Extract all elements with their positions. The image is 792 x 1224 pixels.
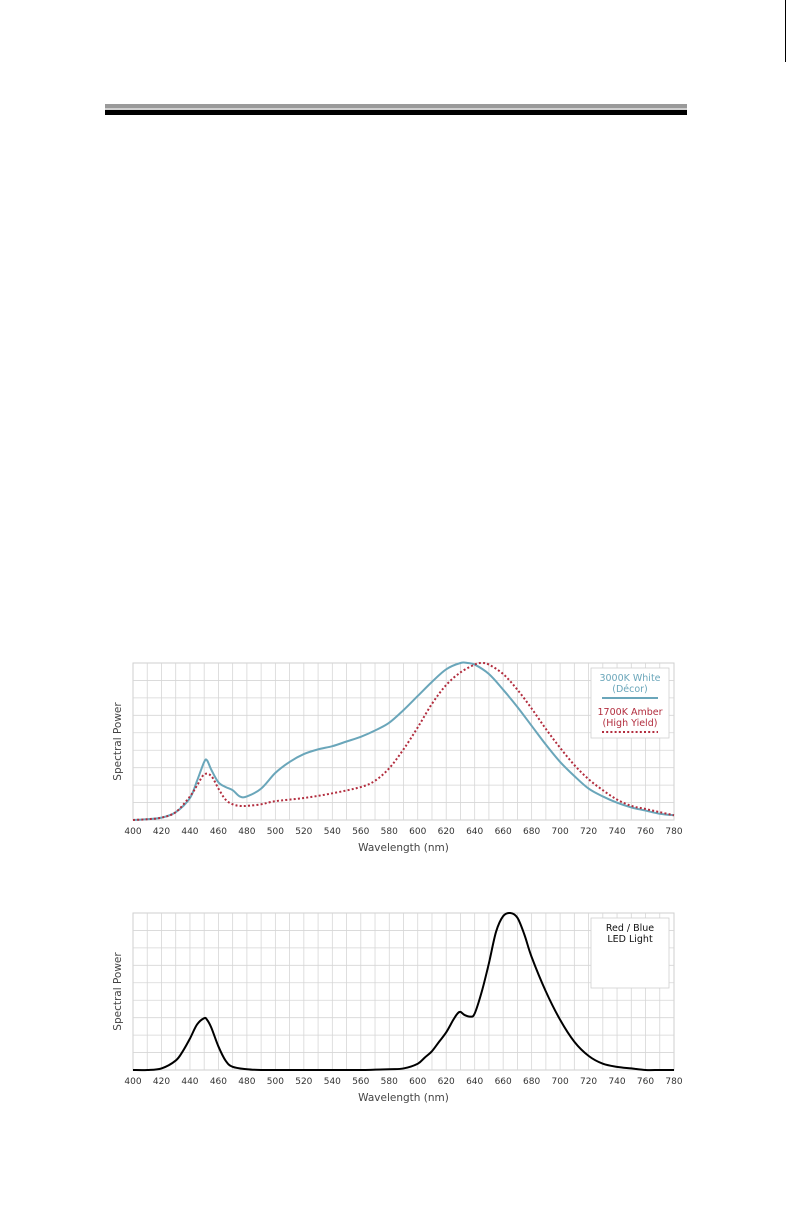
chart1-x-tick-label: 720 [580, 827, 597, 837]
chart1-x-tick-label: 400 [124, 827, 141, 837]
chart1-x-tick-label: 740 [608, 827, 625, 837]
chart2-legend-label: LED Light [607, 934, 653, 945]
chart2-x-tick-label: 400 [124, 1077, 141, 1087]
chart1-x-tick-label: 420 [153, 827, 170, 837]
chart1-x-tick-label: 680 [523, 827, 540, 837]
chart1-x-tick-label: 560 [352, 827, 369, 837]
chart2-x-tick-label: 500 [267, 1077, 284, 1087]
chart1-series-line-1 [132, 661, 675, 821]
chart2-x-tick-label: 540 [324, 1077, 341, 1087]
chart1-x-tick-label: 640 [466, 827, 483, 837]
chart2-x-tick-label: 680 [523, 1077, 540, 1087]
chart1-x-tick-label: 580 [381, 827, 398, 837]
chart2-x-tick-label: 620 [438, 1077, 455, 1087]
chart1-x-tick-label: 780 [665, 827, 682, 837]
chart1-series-line-2 [132, 661, 675, 821]
header-rule-light [105, 104, 687, 108]
chart2-x-tick-label: 440 [181, 1077, 198, 1087]
chart1-x-tick-label: 600 [409, 827, 426, 837]
header-rule-mid [105, 108, 687, 110]
chart2-x-tick-label: 740 [608, 1077, 625, 1087]
chart2-x-tick-label: 760 [637, 1077, 654, 1087]
chart1-x-tick-label: 620 [438, 827, 455, 837]
chart1-legend-label: (Décor) [612, 684, 648, 695]
chart2-x-tick-label: 520 [295, 1077, 312, 1087]
chart2-x-tick-label: 720 [580, 1077, 597, 1087]
chart2-x-tick-label: 780 [665, 1077, 682, 1087]
chart2-legend-label: Red / Blue [606, 923, 654, 934]
chart1-x-tick-label: 500 [267, 827, 284, 837]
chart1-y-axis-title: Spectral Power [112, 702, 124, 781]
chart1-x-tick-label: 540 [324, 827, 341, 837]
header-rule [105, 104, 687, 116]
spectrum-chart-white-amber: 400 420 440 460 480 500 520 540 560 580 600 620 640 6… [112, 661, 683, 854]
chart2-x-tick-label: 420 [153, 1077, 170, 1087]
chart1-x-tick-label: 480 [238, 827, 255, 837]
chart2-y-axis-title: Spectral Power [112, 952, 124, 1031]
chart1-legend-label: 1700K Amber [598, 707, 663, 718]
chart2-x-tick-label: 660 [495, 1077, 512, 1087]
chart2-x-tick-label: 560 [352, 1077, 369, 1087]
chart1-legend-box [590, 667, 670, 739]
chart2-x-axis-title: Wavelength (nm) [358, 1092, 449, 1104]
chart2-x-tick-label: 480 [238, 1077, 255, 1087]
chart2-series-line-1 [132, 911, 674, 1072]
chart2-x-tick-label: 700 [552, 1077, 569, 1087]
chart2-legend-box [590, 917, 670, 989]
chart1-x-tick-label: 520 [295, 827, 312, 837]
chart2-x-tick-label: 640 [466, 1077, 483, 1087]
chart1-x-tick-label: 760 [637, 827, 654, 837]
chart1-legend-label: 3000K White [599, 673, 660, 684]
chart2-x-tick-label: 600 [409, 1077, 426, 1087]
chart1-x-tick-label: 660 [495, 827, 512, 837]
chart1-x-tick-label: 460 [210, 827, 227, 837]
chart1-x-axis-title: Wavelength (nm) [358, 842, 449, 854]
chart1-x-tick-label: 440 [181, 827, 198, 837]
chart2-x-tick-label: 580 [381, 1077, 398, 1087]
chart1-legend-label: (High Yield) [603, 718, 658, 729]
chart1-x-tick-label: 700 [552, 827, 569, 837]
spectrum-chart-red-blue: 400 420 440 460 480 500 520 540 560 580 600 620 640 6… [112, 911, 683, 1104]
chart2-x-tick-label: 460 [210, 1077, 227, 1087]
page-edge-line [785, 0, 786, 62]
header-rule-dark [105, 110, 687, 115]
